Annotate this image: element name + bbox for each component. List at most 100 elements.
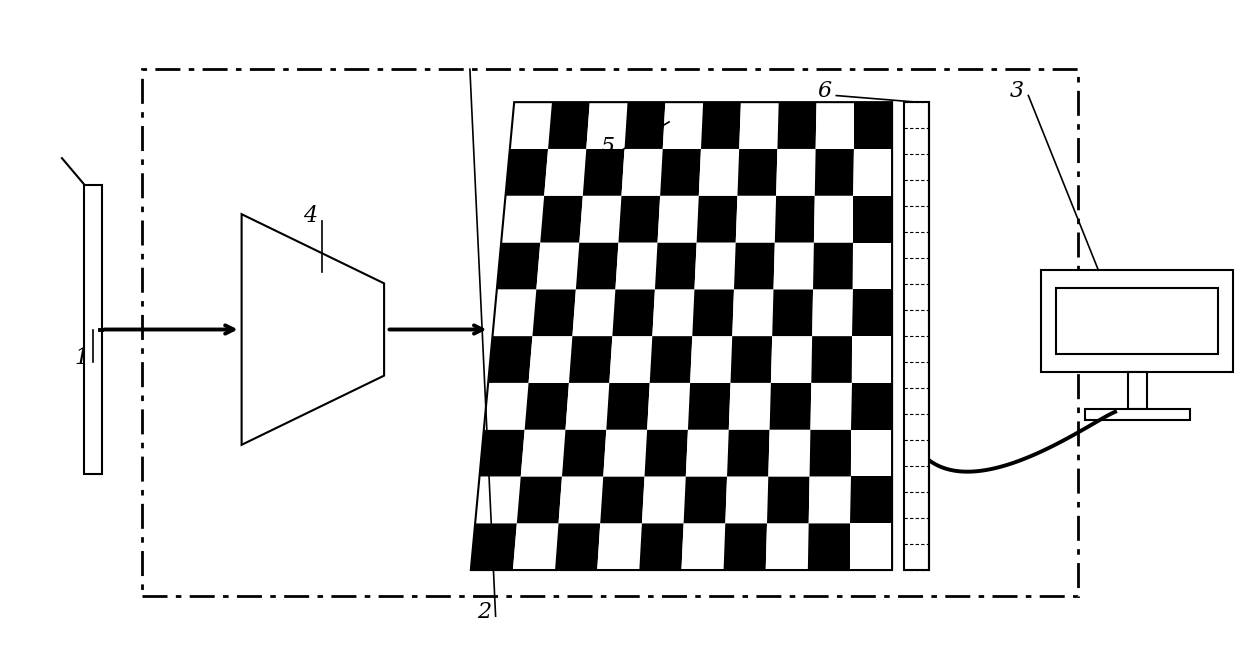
Text: 5: 5 [601, 136, 615, 158]
Polygon shape [483, 383, 529, 430]
Polygon shape [809, 430, 851, 476]
Polygon shape [242, 214, 384, 445]
Polygon shape [476, 476, 520, 523]
Polygon shape [624, 102, 665, 149]
Polygon shape [852, 196, 892, 243]
Polygon shape [565, 383, 610, 430]
Polygon shape [850, 476, 892, 523]
Text: 3: 3 [1010, 80, 1023, 102]
Polygon shape [732, 289, 773, 336]
Polygon shape [854, 149, 892, 196]
Polygon shape [852, 289, 892, 336]
Polygon shape [576, 243, 618, 289]
Polygon shape [690, 336, 732, 383]
Polygon shape [701, 102, 741, 149]
Polygon shape [536, 243, 580, 289]
Polygon shape [612, 289, 655, 336]
Polygon shape [694, 243, 736, 289]
Polygon shape [647, 383, 690, 430]
Polygon shape [520, 430, 565, 476]
Polygon shape [809, 476, 851, 523]
Polygon shape [736, 196, 776, 243]
Polygon shape [854, 102, 892, 149]
Polygon shape [517, 476, 563, 523]
Polygon shape [725, 476, 768, 523]
Polygon shape [658, 196, 699, 243]
Polygon shape [768, 430, 810, 476]
Polygon shape [727, 430, 769, 476]
Polygon shape [852, 243, 892, 289]
Polygon shape [513, 523, 559, 570]
Bar [1085, 409, 1191, 420]
Text: 1: 1 [74, 347, 88, 369]
Polygon shape [582, 149, 624, 196]
Polygon shape [506, 149, 548, 196]
Polygon shape [622, 149, 663, 196]
Polygon shape [540, 196, 582, 243]
Bar [1129, 372, 1147, 409]
Text: 4: 4 [304, 206, 317, 227]
Polygon shape [597, 523, 642, 570]
Bar [142, 69, 1078, 596]
Polygon shape [663, 102, 703, 149]
Polygon shape [813, 243, 852, 289]
Polygon shape [642, 476, 686, 523]
Polygon shape [771, 336, 813, 383]
Polygon shape [524, 383, 569, 430]
Bar [904, 102, 929, 570]
Polygon shape [533, 289, 576, 336]
Polygon shape [569, 336, 612, 383]
Polygon shape [660, 149, 701, 196]
Polygon shape [815, 149, 854, 196]
Bar [1041, 270, 1233, 372]
Polygon shape [772, 289, 813, 336]
Polygon shape [851, 430, 892, 476]
Polygon shape [618, 196, 660, 243]
Polygon shape [510, 102, 551, 149]
Polygon shape [767, 476, 809, 523]
Polygon shape [776, 149, 815, 196]
Polygon shape [810, 383, 851, 430]
Polygon shape [610, 336, 653, 383]
Bar [84, 185, 102, 474]
Polygon shape [851, 336, 892, 383]
Polygon shape [773, 243, 814, 289]
Polygon shape [649, 336, 693, 383]
Polygon shape [488, 336, 533, 383]
Polygon shape [808, 523, 850, 570]
Polygon shape [600, 476, 644, 523]
Polygon shape [769, 383, 812, 430]
Polygon shape [729, 383, 771, 430]
Polygon shape [814, 196, 854, 243]
Bar [1056, 288, 1218, 355]
Polygon shape [740, 102, 778, 149]
Polygon shape [684, 476, 727, 523]
Polygon shape [616, 243, 658, 289]
Polygon shape [544, 149, 586, 196]
Polygon shape [686, 430, 729, 476]
Text: 6: 6 [818, 80, 831, 102]
Polygon shape [733, 243, 774, 289]
Polygon shape [850, 523, 892, 570]
Polygon shape [815, 102, 854, 149]
Polygon shape [766, 523, 809, 570]
Polygon shape [696, 196, 737, 243]
Polygon shape [813, 289, 852, 336]
Polygon shape [529, 336, 572, 383]
Polygon shape [501, 196, 544, 243]
Polygon shape [693, 289, 733, 336]
Polygon shape [548, 102, 590, 149]
Polygon shape [655, 243, 696, 289]
Polygon shape [580, 196, 622, 243]
Text: 2: 2 [477, 601, 491, 623]
Polygon shape [731, 336, 772, 383]
Polygon shape [737, 149, 777, 196]
Polygon shape [812, 336, 852, 383]
Polygon shape [644, 430, 688, 476]
Polygon shape [559, 476, 603, 523]
Polygon shape [777, 102, 817, 149]
Polygon shape [572, 289, 616, 336]
Polygon shape [555, 523, 600, 570]
Polygon shape [699, 149, 740, 196]
Polygon shape [479, 430, 524, 476]
